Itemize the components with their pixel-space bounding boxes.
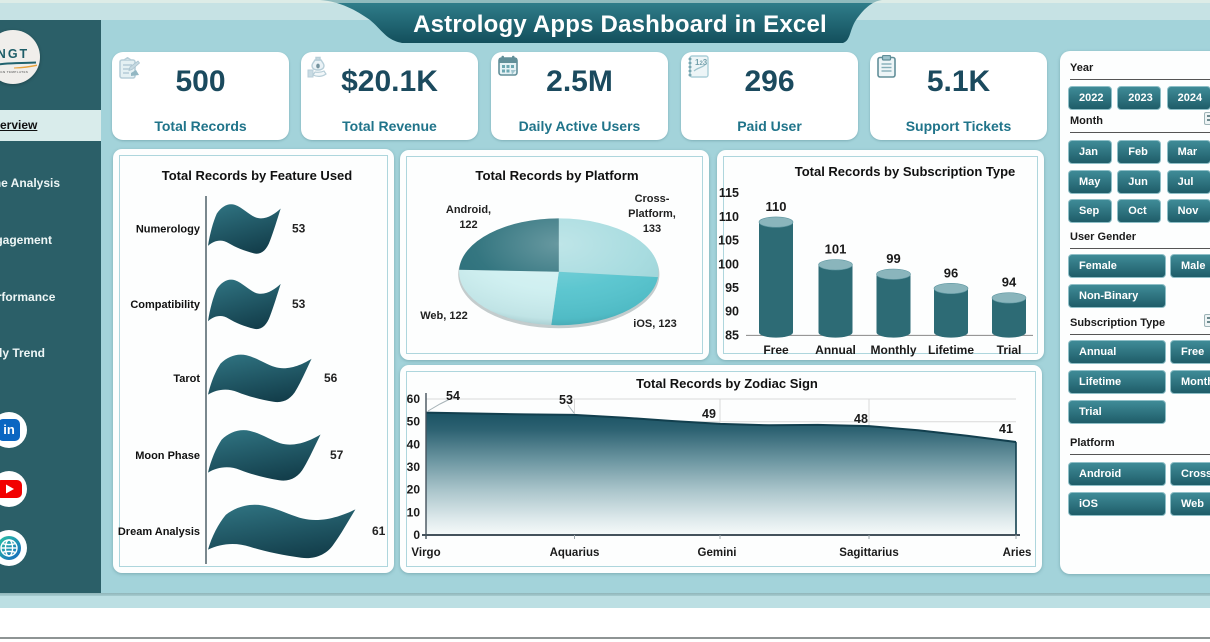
svg-text:115: 115 <box>719 186 739 200</box>
svg-text:94: 94 <box>1002 275 1017 290</box>
svg-text:85: 85 <box>725 328 739 342</box>
svg-text:96: 96 <box>944 265 958 280</box>
svg-text:101: 101 <box>825 242 847 257</box>
svg-text:40: 40 <box>407 437 421 451</box>
svg-text:30: 30 <box>407 460 421 474</box>
svg-text:Gemini: Gemini <box>698 547 737 559</box>
svg-text:20: 20 <box>407 483 421 497</box>
svg-text:Aries: Aries <box>1003 547 1032 559</box>
svg-text:0: 0 <box>413 528 420 542</box>
svg-text:Annual: Annual <box>815 343 856 357</box>
svg-text:133: 133 <box>643 223 661 235</box>
svg-text:Tarot: Tarot <box>173 373 200 385</box>
svg-text:Total Records by Feature Used: Total Records by Feature Used <box>162 168 353 183</box>
svg-text:49: 49 <box>702 407 716 421</box>
svg-text:Lifetime: Lifetime <box>928 343 974 357</box>
svg-text:Total Records by Zodiac Sign: Total Records by Zodiac Sign <box>636 376 818 391</box>
svg-text:Free: Free <box>763 343 789 357</box>
svg-text:Sagittarius: Sagittarius <box>839 547 898 559</box>
svg-text:53: 53 <box>559 393 573 407</box>
svg-text:123: 123 <box>695 58 708 67</box>
svg-text:60: 60 <box>407 392 421 406</box>
svg-text:53: 53 <box>292 297 306 311</box>
svg-text:100: 100 <box>718 257 739 271</box>
svg-text:Trial: Trial <box>997 343 1022 357</box>
svg-text:105: 105 <box>718 234 739 248</box>
svg-text:57: 57 <box>330 448 344 462</box>
svg-text:Platform,: Platform, <box>628 208 676 220</box>
svg-text:50: 50 <box>407 415 421 429</box>
svg-text:99: 99 <box>886 251 900 266</box>
svg-text:53: 53 <box>292 222 306 236</box>
svg-text:Web, 122: Web, 122 <box>420 310 468 322</box>
svg-text:Total Records by Platform: Total Records by Platform <box>475 168 638 183</box>
svg-text:48: 48 <box>854 412 868 426</box>
svg-text:Dream Analysis: Dream Analysis <box>118 526 200 538</box>
svg-text:56: 56 <box>324 371 338 385</box>
svg-text:iOS, 123: iOS, 123 <box>633 318 676 330</box>
svg-text:Moon Phase: Moon Phase <box>135 450 200 462</box>
svg-text:Compatibility: Compatibility <box>130 299 201 311</box>
svg-text:Monthly: Monthly <box>871 343 917 357</box>
svg-text:122: 122 <box>459 219 477 231</box>
svg-text:41: 41 <box>999 422 1013 436</box>
svg-text:Numerology: Numerology <box>136 224 201 236</box>
svg-text:95: 95 <box>725 281 739 295</box>
svg-text:Android,: Android, <box>446 204 491 216</box>
svg-text:110: 110 <box>766 199 787 214</box>
svg-text:Virgo: Virgo <box>411 547 440 559</box>
svg-text:61: 61 <box>372 524 386 538</box>
svg-text:Total Records by Subscription: Total Records by Subscription Type <box>795 164 1016 179</box>
svg-text:Aquarius: Aquarius <box>550 547 600 559</box>
svg-text:110: 110 <box>719 210 739 224</box>
svg-text:54: 54 <box>446 389 460 403</box>
svg-text:Cross-: Cross- <box>635 193 670 205</box>
svg-text:90: 90 <box>725 305 739 319</box>
svg-text:10: 10 <box>407 505 421 519</box>
